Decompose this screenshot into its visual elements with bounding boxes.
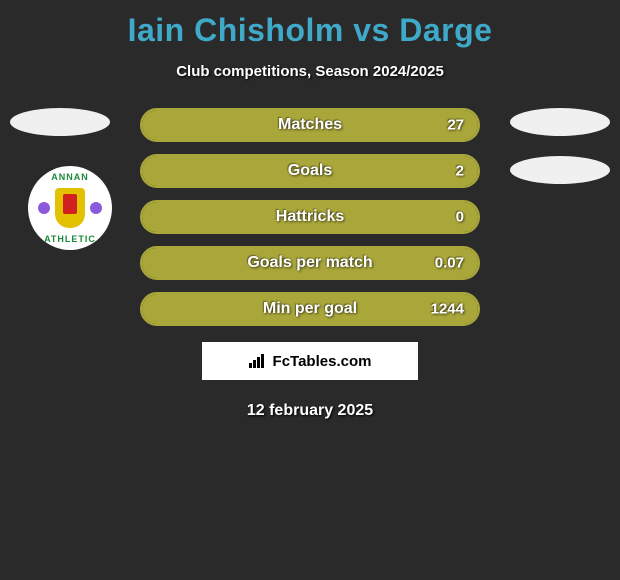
content-area: ANNAN ATHLETIC Matches 27 Goals 2 Hattricks 0… xyxy=(0,108,620,420)
ellipse-icon xyxy=(510,156,610,184)
stat-value: 0.07 xyxy=(435,255,464,272)
stat-value: 27 xyxy=(447,117,464,134)
right-badge-ellipse xyxy=(510,156,610,184)
stat-row: Matches 27 xyxy=(140,108,480,142)
stat-label: Hattricks xyxy=(276,208,344,226)
brand-box[interactable]: FcTables.com xyxy=(202,342,418,380)
crest-thistle-icon xyxy=(90,202,102,214)
page-subtitle: Club competitions, Season 2024/2025 xyxy=(0,63,620,80)
ellipse-icon xyxy=(10,108,110,136)
stat-value: 0 xyxy=(456,209,464,226)
left-badge-ellipse xyxy=(10,108,110,136)
page-title: Iain Chisholm vs Darge xyxy=(0,0,620,49)
crest-thistle-icon xyxy=(38,202,50,214)
ellipse-icon xyxy=(510,108,610,136)
stat-row: Hattricks 0 xyxy=(140,200,480,234)
stat-label: Min per goal xyxy=(263,300,357,318)
stats-rows: Matches 27 Goals 2 Hattricks 0 Goals per match… xyxy=(140,108,480,326)
stat-row: Goals 2 xyxy=(140,154,480,188)
stat-value: 2 xyxy=(456,163,464,180)
crest-shield-icon xyxy=(55,188,85,228)
stat-row: Min per goal 1244 xyxy=(140,292,480,326)
stat-label: Matches xyxy=(278,116,342,134)
club-crest: ANNAN ATHLETIC xyxy=(28,166,112,250)
bar-chart-icon xyxy=(249,354,267,368)
crest-text-bottom: ATHLETIC xyxy=(28,234,112,244)
crest-text-top: ANNAN xyxy=(28,172,112,182)
stat-label: Goals per match xyxy=(247,254,372,272)
stat-value: 1244 xyxy=(431,301,464,318)
date-label: 12 february 2025 xyxy=(0,402,620,420)
right-badge-ellipse xyxy=(510,108,610,136)
stat-label: Goals xyxy=(288,162,332,180)
stat-row: Goals per match 0.07 xyxy=(140,246,480,280)
brand-text: FcTables.com xyxy=(273,353,372,370)
